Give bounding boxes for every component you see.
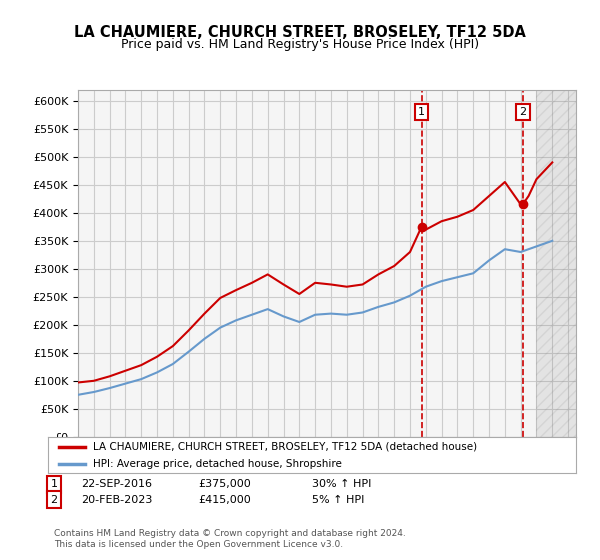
Bar — [536, 90, 584, 437]
Text: £415,000: £415,000 — [198, 494, 251, 505]
Text: 30% ↑ HPI: 30% ↑ HPI — [312, 479, 371, 489]
Text: HPI: Average price, detached house, Shropshire: HPI: Average price, detached house, Shro… — [93, 459, 342, 469]
Text: 1: 1 — [50, 479, 58, 489]
Text: LA CHAUMIERE, CHURCH STREET, BROSELEY, TF12 5DA (detached house): LA CHAUMIERE, CHURCH STREET, BROSELEY, T… — [93, 442, 477, 452]
Text: Price paid vs. HM Land Registry's House Price Index (HPI): Price paid vs. HM Land Registry's House … — [121, 38, 479, 51]
Text: 2: 2 — [50, 494, 58, 505]
Text: 22-SEP-2016: 22-SEP-2016 — [81, 479, 152, 489]
Text: 20-FEB-2023: 20-FEB-2023 — [81, 494, 152, 505]
Text: £375,000: £375,000 — [198, 479, 251, 489]
Text: LA CHAUMIERE, CHURCH STREET, BROSELEY, TF12 5DA: LA CHAUMIERE, CHURCH STREET, BROSELEY, T… — [74, 25, 526, 40]
Text: Contains HM Land Registry data © Crown copyright and database right 2024.
This d: Contains HM Land Registry data © Crown c… — [54, 529, 406, 549]
Text: 5% ↑ HPI: 5% ↑ HPI — [312, 494, 364, 505]
Text: 2: 2 — [519, 107, 526, 117]
Text: 1: 1 — [418, 107, 425, 117]
